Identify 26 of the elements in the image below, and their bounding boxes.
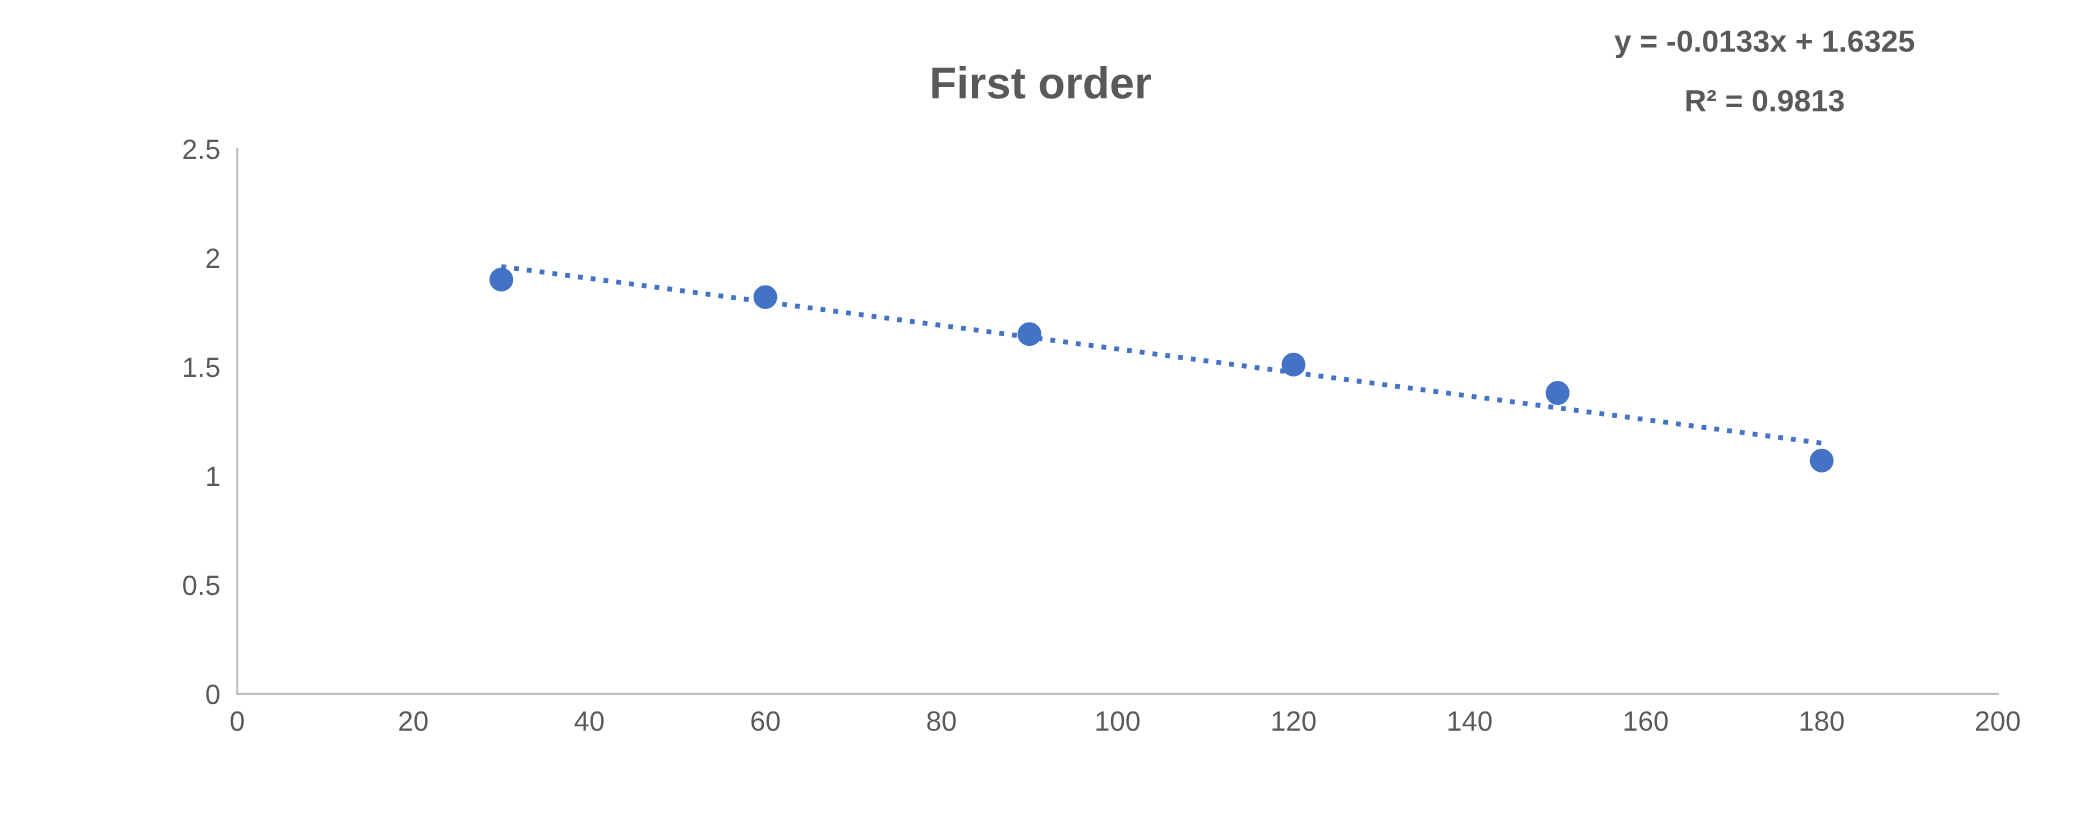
x-tick-label: 200 [1975, 711, 2020, 731]
x-tick-label: 20 [399, 711, 428, 731]
point [1281, 352, 1306, 377]
x-tick-label: 180 [1800, 711, 1844, 731]
text: R² = 0.9813 [1686, 89, 1844, 112]
y-tick-label: 0 [206, 684, 220, 705]
point [753, 285, 778, 309]
point [1545, 381, 1570, 405]
point [1809, 448, 1834, 473]
x-tick-label: 60 [751, 711, 780, 731]
y-tick-label: 2 [206, 248, 220, 268]
x-tick-label: 160 [1624, 711, 1668, 731]
chart-title: First order [932, 66, 1151, 99]
x-tick-label: 80 [927, 711, 956, 731]
y-tick-label: 1 [207, 466, 220, 486]
y-tick-label: 1.5 [184, 357, 220, 378]
x-tick-label: 140 [1448, 711, 1492, 731]
x-tick-label: 0 [230, 711, 244, 731]
y-tick-label: 0.5 [183, 575, 220, 596]
y-tick-label: 2.5 [183, 139, 220, 160]
point [1017, 322, 1042, 347]
point [489, 267, 514, 292]
x-tick-label: 40 [574, 711, 604, 731]
text: y = -0.0133x + 1.6325 [1614, 30, 1915, 59]
x-tick-label: 120 [1272, 711, 1316, 731]
x-tick-label: 100 [1096, 711, 1140, 731]
